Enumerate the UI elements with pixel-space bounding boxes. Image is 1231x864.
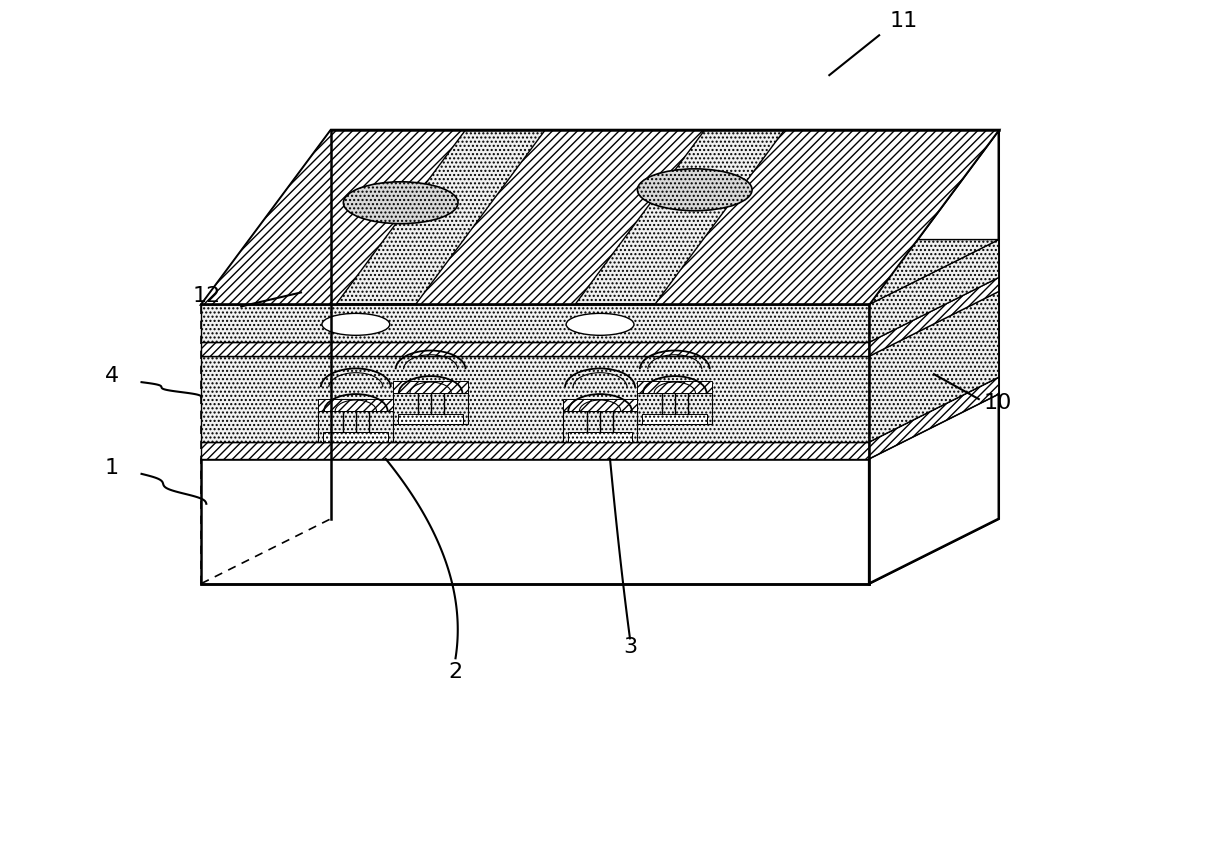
Polygon shape	[202, 356, 869, 442]
Polygon shape	[567, 432, 633, 442]
Polygon shape	[563, 411, 638, 442]
Polygon shape	[202, 304, 869, 342]
Polygon shape	[869, 277, 998, 356]
Polygon shape	[202, 239, 998, 304]
Polygon shape	[643, 414, 707, 424]
Text: 10: 10	[984, 393, 1012, 413]
Polygon shape	[869, 130, 998, 583]
Polygon shape	[398, 414, 463, 424]
Text: 1: 1	[105, 458, 118, 478]
Text: 2: 2	[448, 662, 463, 683]
Polygon shape	[393, 393, 468, 424]
Text: 11: 11	[890, 11, 918, 31]
Polygon shape	[869, 239, 998, 342]
Polygon shape	[202, 130, 998, 304]
Polygon shape	[655, 130, 998, 304]
Polygon shape	[416, 130, 704, 304]
Ellipse shape	[638, 168, 752, 211]
Text: 3: 3	[623, 638, 636, 658]
Ellipse shape	[323, 314, 390, 335]
Polygon shape	[202, 291, 998, 356]
Polygon shape	[638, 381, 713, 393]
Polygon shape	[869, 394, 998, 583]
Polygon shape	[202, 239, 998, 304]
Polygon shape	[202, 342, 869, 356]
Ellipse shape	[566, 314, 634, 335]
Polygon shape	[202, 459, 869, 583]
Polygon shape	[202, 378, 998, 442]
Text: 4: 4	[105, 366, 118, 386]
Polygon shape	[202, 277, 998, 342]
Polygon shape	[202, 442, 869, 459]
Polygon shape	[319, 399, 393, 411]
Text: 12: 12	[192, 287, 220, 307]
Polygon shape	[869, 378, 998, 459]
Ellipse shape	[343, 181, 458, 224]
Polygon shape	[319, 411, 393, 442]
Polygon shape	[563, 399, 638, 411]
Polygon shape	[324, 432, 388, 442]
Polygon shape	[869, 291, 998, 442]
Polygon shape	[393, 381, 468, 393]
Polygon shape	[638, 393, 713, 424]
Polygon shape	[202, 130, 465, 304]
